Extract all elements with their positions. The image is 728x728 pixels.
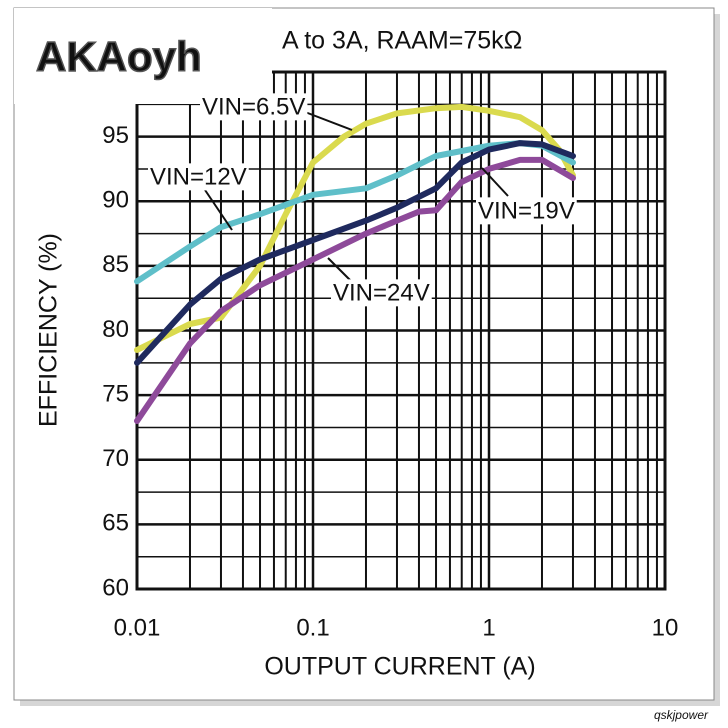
x-tick-label: 1: [482, 614, 495, 641]
y-tick-label: 80: [102, 316, 129, 343]
series-annotation: VIN=19V: [478, 197, 575, 224]
series-annotation: VIN=24V: [333, 279, 430, 306]
logo-box: [14, 8, 272, 104]
series-line: [134, 156, 576, 424]
y-tick-label: 95: [102, 122, 129, 149]
plot-border: [135, 70, 667, 591]
annotation-bg: [331, 279, 432, 307]
chart-title: A to 3A, RAAM=75kΩ: [282, 27, 522, 55]
annotation-bg: [148, 163, 249, 191]
y-tick-label: 60: [102, 574, 129, 601]
watermark-footer: qskjpower: [654, 708, 709, 722]
series-line: [134, 103, 576, 353]
y-tick-label: 90: [102, 187, 129, 214]
y-tick-label: 70: [102, 445, 129, 472]
annotation-bg: [476, 197, 577, 225]
x-axis-label: OUTPUT CURRENT (A): [264, 653, 535, 681]
y-tick-label: 75: [102, 380, 129, 407]
series-annotation: VIN=12V: [150, 163, 247, 190]
annotation-bg: [200, 93, 308, 121]
x-tick-label: 0.01: [114, 614, 161, 641]
x-tick-label: 10: [652, 614, 679, 641]
annotation-leader: [327, 257, 353, 283]
annotation-leader: [204, 189, 233, 231]
y-tick-label: 85: [102, 251, 129, 278]
x-tick-label: 0.1: [296, 614, 329, 641]
y-axis-label: EFFICIENCY (%): [35, 233, 63, 427]
annotation-leader: [304, 111, 353, 131]
watermark-logo: AKAoyh: [36, 33, 202, 80]
series-line: [134, 140, 576, 366]
y-tick-label: 65: [102, 510, 129, 537]
annotation-leader: [481, 167, 509, 197]
series-annotation: VIN=6.5V: [202, 93, 305, 120]
